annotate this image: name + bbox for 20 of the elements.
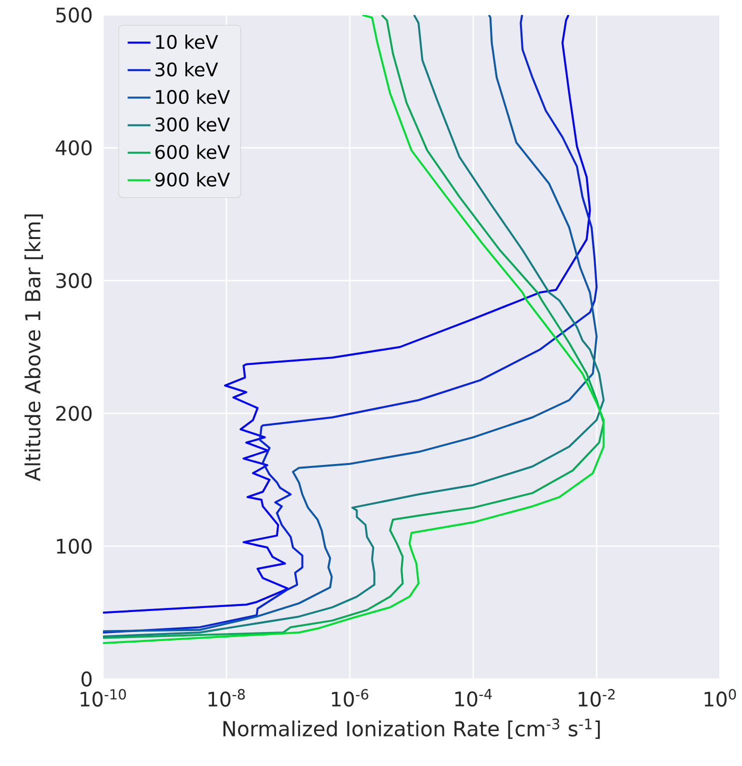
y-tick-label: 200 [56,406,92,421]
legend-label: 300 keV [156,117,230,132]
x-tick-label: 10$^{-2}$ [578,689,615,707]
legend-label: 600 keV [155,144,230,160]
x-tick-label: 10$^{-10}$ [80,689,126,707]
y-axis-title: Altitude Above 1 Bar [km] [24,214,43,482]
x-axis-title: Normalized Ionization Rate [cm$^{-3}$ s$^{-1}$] [223,718,600,739]
y-tick-label: 300 [56,273,92,288]
legend-label: 30 keV [156,62,218,77]
y-tick-label: 500 [56,7,92,23]
y-tick-label: 100 [56,538,92,554]
y-tick-label: 0 [82,671,92,687]
legend-label: 900 keV [155,172,230,187]
x-tick-label: 10$^{-6}$ [332,689,368,707]
legend-label: 10 keV [156,34,218,50]
y-tick-label: 400 [56,140,92,156]
x-tick-label: 10$^{0}$ [704,689,736,707]
legend-label: 100 keV [156,90,230,104]
x-tick-label: 10$^{-8}$ [208,689,245,707]
x-tick-label: 10$^{-4}$ [455,689,492,707]
